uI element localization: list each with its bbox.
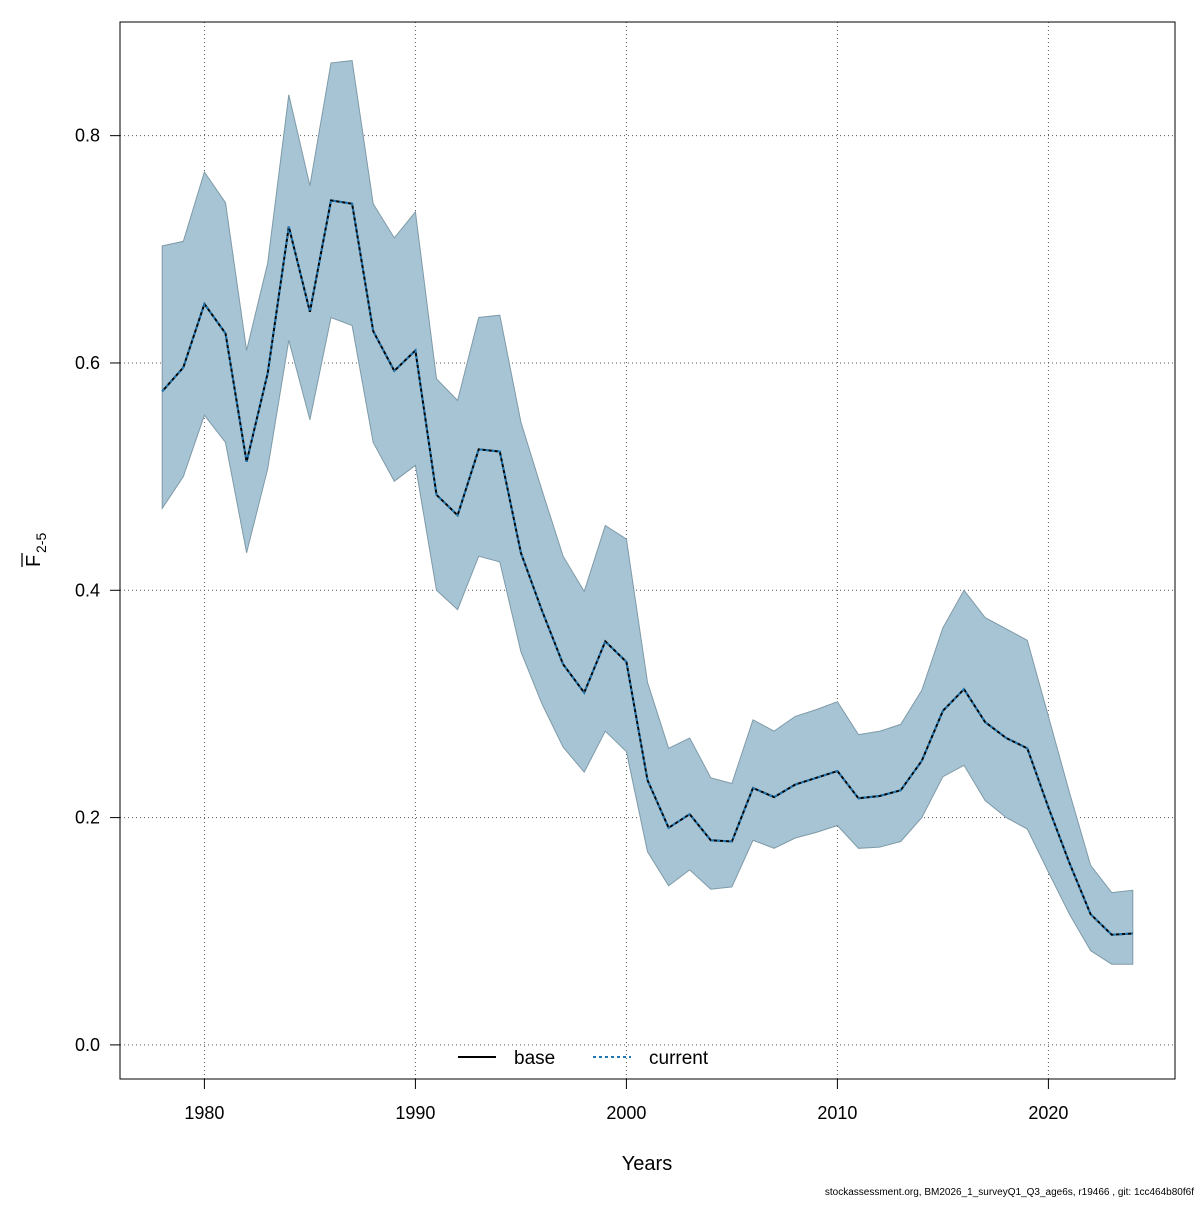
y-tick-label-3: 0.6	[75, 353, 100, 373]
y-axis-label: F 2-5	[21, 533, 49, 567]
series-line-current	[161, 199, 1133, 936]
y-tick-label-4: 0.8	[75, 126, 100, 146]
x-tick-label-3: 2010	[817, 1103, 857, 1123]
y-tick-label-0: 0.0	[75, 1035, 100, 1055]
footer-note: stockassessment.org, BM2026_1_surveyQ1_Q…	[824, 1187, 1194, 1198]
x-tick-label-0: 1980	[184, 1103, 224, 1123]
y-tick-label-1: 0.2	[75, 808, 100, 828]
legend: base current	[458, 1048, 709, 1069]
x-tick-label-4: 2020	[1028, 1103, 1068, 1123]
y-axis-label-main: F	[23, 555, 45, 567]
legend-label-current: current	[649, 1048, 709, 1069]
x-axis-label: Years	[622, 1153, 672, 1175]
y-axis-label-sub: 2-5	[33, 533, 49, 553]
y-tick-label-2: 0.4	[75, 580, 100, 600]
y-axis: 0.0 0.2 0.4 0.6 0.8	[75, 126, 121, 1055]
confidence-band	[161, 60, 1134, 965]
legend-label-base: base	[514, 1048, 555, 1069]
confidence-band-area	[161, 60, 1134, 965]
x-tick-label-2: 2000	[606, 1103, 646, 1123]
series-lines	[161, 199, 1133, 936]
x-tick-label-1: 1990	[395, 1103, 435, 1123]
x-axis: 1980 1990 2000 2010 2020	[184, 1078, 1068, 1123]
